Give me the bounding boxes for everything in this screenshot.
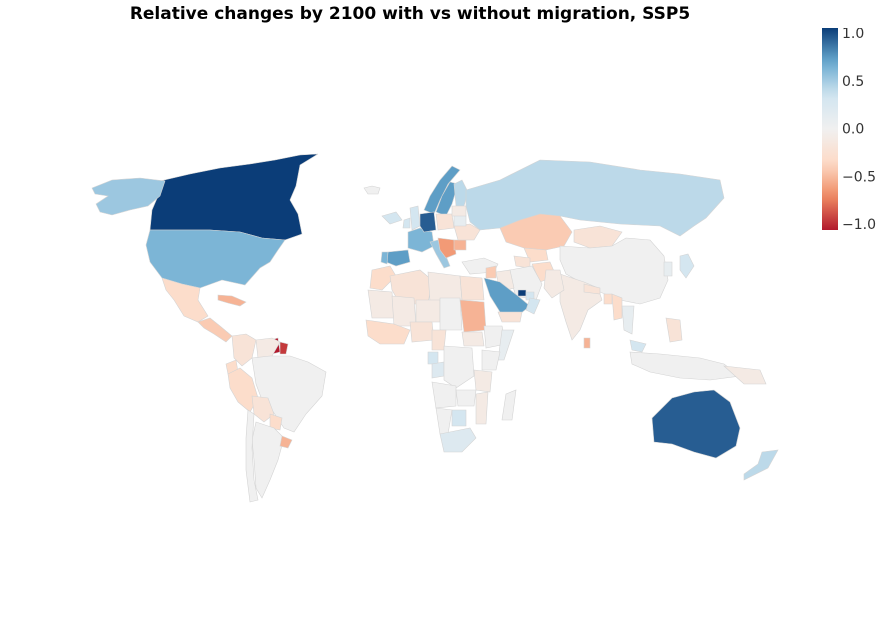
colorbar-tick-label: −0.5 xyxy=(842,169,876,185)
region-romania[interactable] xyxy=(453,239,467,251)
region-alaska[interactable] xyxy=(91,177,166,216)
region-new-zealand[interactable] xyxy=(743,449,779,481)
region-russia[interactable] xyxy=(465,159,725,237)
region-somalia[interactable] xyxy=(497,329,515,361)
region-united-states[interactable] xyxy=(145,229,286,289)
region-bangladesh[interactable] xyxy=(603,293,613,305)
region-united-kingdom[interactable] xyxy=(409,205,421,231)
region-west-africa[interactable] xyxy=(365,319,411,345)
region-paraguay[interactable] xyxy=(269,413,283,431)
region-mozambique[interactable] xyxy=(475,391,489,425)
region-poland[interactable] xyxy=(435,213,455,231)
region-madagascar[interactable] xyxy=(501,389,517,421)
region-egypt[interactable] xyxy=(459,275,485,301)
region-syria[interactable] xyxy=(485,265,497,279)
region-libya[interactable] xyxy=(427,271,463,303)
colorbar-tick-label: 1.0 xyxy=(842,28,864,42)
region-south-sudan[interactable] xyxy=(461,331,485,347)
region-morocco[interactable] xyxy=(369,265,397,291)
map-title: Relative changes by 2100 with vs without… xyxy=(129,4,691,24)
colorbar-gradient xyxy=(822,28,838,230)
region-argentina[interactable] xyxy=(251,421,285,499)
region-portugal[interactable] xyxy=(380,251,389,265)
region-chad[interactable] xyxy=(439,297,463,331)
region-philippines[interactable] xyxy=(665,317,683,343)
colorbar-ticks: 1.0 0.5 0.0 −0.5 −1.0 xyxy=(842,28,876,233)
region-turkmenistan[interactable] xyxy=(513,255,531,269)
region-kazakhstan[interactable] xyxy=(499,213,573,251)
region-sri-lanka[interactable] xyxy=(583,337,591,349)
region-central-america[interactable] xyxy=(197,317,233,343)
region-greenland[interactable] xyxy=(363,185,381,195)
region-baltics[interactable] xyxy=(451,205,467,217)
region-thailand[interactable] xyxy=(621,305,635,335)
region-south-africa[interactable] xyxy=(439,427,477,453)
region-papua-new-guinea[interactable] xyxy=(723,365,767,385)
region-japan[interactable] xyxy=(679,253,695,279)
region-nigeria[interactable] xyxy=(409,321,435,343)
region-venezuela[interactable] xyxy=(255,337,281,359)
region-china[interactable] xyxy=(559,237,669,305)
region-kenya[interactable] xyxy=(481,349,501,371)
region-canada[interactable] xyxy=(149,153,319,241)
region-germany[interactable] xyxy=(419,211,437,233)
region-chile[interactable] xyxy=(245,409,259,503)
region-italy[interactable] xyxy=(429,239,451,269)
region-sudan[interactable] xyxy=(459,299,487,333)
region-namibia[interactable] xyxy=(435,407,453,435)
region-malaysia[interactable] xyxy=(629,339,647,353)
region-ukraine[interactable] xyxy=(453,223,481,241)
colorbar-tick-label: 0.5 xyxy=(842,74,864,90)
country-regions xyxy=(91,153,779,503)
region-niger[interactable] xyxy=(415,299,441,323)
region-bolivia[interactable] xyxy=(251,395,275,423)
region-suriname[interactable] xyxy=(279,341,289,355)
region-zambia[interactable] xyxy=(455,389,477,407)
region-saudi-arabia[interactable] xyxy=(483,277,531,315)
colorbar-tick-label: −1.0 xyxy=(842,217,876,233)
region-ireland[interactable] xyxy=(402,217,411,229)
region-uruguay[interactable] xyxy=(279,435,293,449)
region-mauritania[interactable] xyxy=(367,289,395,319)
region-korea[interactable] xyxy=(663,261,673,277)
region-spain[interactable] xyxy=(385,249,411,267)
region-norway[interactable] xyxy=(423,165,461,215)
region-caribbean[interactable] xyxy=(217,294,247,307)
region-france[interactable] xyxy=(407,227,435,253)
region-dr-congo[interactable] xyxy=(443,345,475,389)
region-nepal[interactable] xyxy=(583,283,601,295)
region-yemen[interactable] xyxy=(497,311,523,323)
region-botswana[interactable] xyxy=(451,409,467,427)
region-indonesia[interactable] xyxy=(629,351,741,381)
region-iceland[interactable] xyxy=(381,211,403,225)
region-oman[interactable] xyxy=(525,297,541,315)
region-mali[interactable] xyxy=(391,295,417,327)
region-gabon[interactable] xyxy=(431,361,445,379)
region-equatorial-guinea[interactable] xyxy=(427,351,439,365)
colorbar: 1.0 0.5 0.0 −0.5 −1.0 xyxy=(822,28,876,233)
region-qatar[interactable] xyxy=(517,289,527,297)
region-balkans[interactable] xyxy=(437,237,457,259)
colorbar-tick-label: 0.0 xyxy=(842,122,864,138)
region-pakistan[interactable] xyxy=(543,269,565,299)
region-tanzania[interactable] xyxy=(473,369,493,393)
region-myanmar[interactable] xyxy=(611,293,623,321)
region-mexico[interactable] xyxy=(161,277,209,323)
region-angola[interactable] xyxy=(431,381,457,409)
region-australia[interactable] xyxy=(651,389,741,459)
